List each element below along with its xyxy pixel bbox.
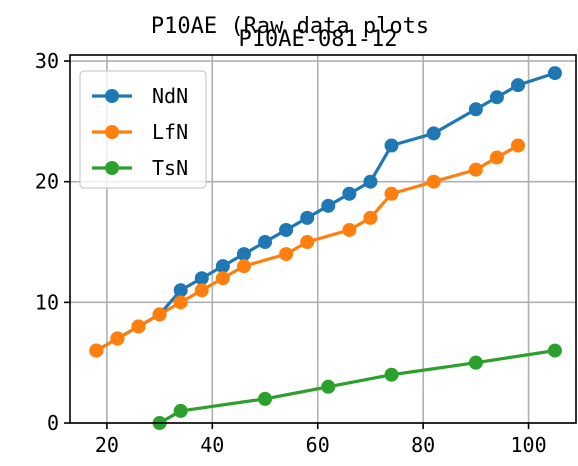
chart-title: P10AE-081-12 [239, 27, 398, 52]
data-point [131, 319, 146, 334]
x-tick-label: 80 [411, 433, 435, 457]
data-point [321, 198, 336, 213]
x-tick-label: 20 [95, 433, 119, 457]
legend-marker [105, 89, 119, 103]
data-point [279, 222, 294, 237]
data-point [468, 355, 483, 370]
legend-label: LfN [152, 120, 188, 144]
y-tick-label: 20 [35, 170, 59, 194]
data-point [342, 222, 357, 237]
data-point [194, 283, 209, 298]
y-tick-label: 10 [35, 290, 59, 314]
data-point [426, 126, 441, 141]
data-point [342, 186, 357, 201]
data-point [152, 307, 167, 322]
data-point [384, 367, 399, 382]
data-point [547, 66, 562, 81]
y-tick-label: 0 [47, 411, 59, 435]
data-point [173, 295, 188, 310]
data-point [236, 259, 251, 274]
legend-label: TsN [152, 156, 188, 180]
data-point [468, 102, 483, 117]
data-point [547, 343, 562, 358]
data-point [110, 331, 125, 346]
series-tsn [152, 343, 562, 430]
data-point [258, 391, 273, 406]
data-point [489, 150, 504, 165]
data-point [511, 138, 526, 153]
data-point [173, 403, 188, 418]
data-point [194, 271, 209, 286]
data-point [236, 247, 251, 262]
legend-marker [105, 161, 119, 175]
legend-label: NdN [152, 84, 188, 108]
legend-entry: NdN [92, 84, 188, 108]
data-point [215, 271, 230, 286]
data-point [300, 210, 315, 225]
chart-suptitle: P10AE (Raw data plots [151, 14, 429, 39]
series-lfn [89, 138, 526, 358]
data-point [511, 78, 526, 93]
data-point [363, 210, 378, 225]
axis-ticks: 20 40 60 80 100 0 10 20 30 [35, 49, 547, 457]
series-line [158, 349, 556, 425]
data-point [426, 174, 441, 189]
legend-entry: TsN [92, 156, 188, 180]
data-point [258, 235, 273, 250]
data-point [384, 138, 399, 153]
data-point [89, 343, 104, 358]
legend: NdN LfN TsN [79, 70, 207, 189]
plot-frame [69, 54, 577, 424]
series-layer [89, 66, 562, 430]
x-tick-label: 40 [200, 433, 224, 457]
y-tick-label: 30 [35, 49, 59, 73]
x-tick-label: 100 [511, 433, 547, 457]
data-point [468, 162, 483, 177]
legend-entry: LfN [92, 120, 188, 144]
data-point [363, 174, 378, 189]
x-tick-label: 60 [306, 433, 330, 457]
data-point [279, 247, 294, 262]
data-point [489, 90, 504, 105]
data-point [321, 379, 336, 394]
legend-marker [105, 125, 119, 139]
data-point [173, 283, 188, 298]
data-point [300, 235, 315, 250]
data-point [215, 259, 230, 274]
data-point [384, 186, 399, 201]
